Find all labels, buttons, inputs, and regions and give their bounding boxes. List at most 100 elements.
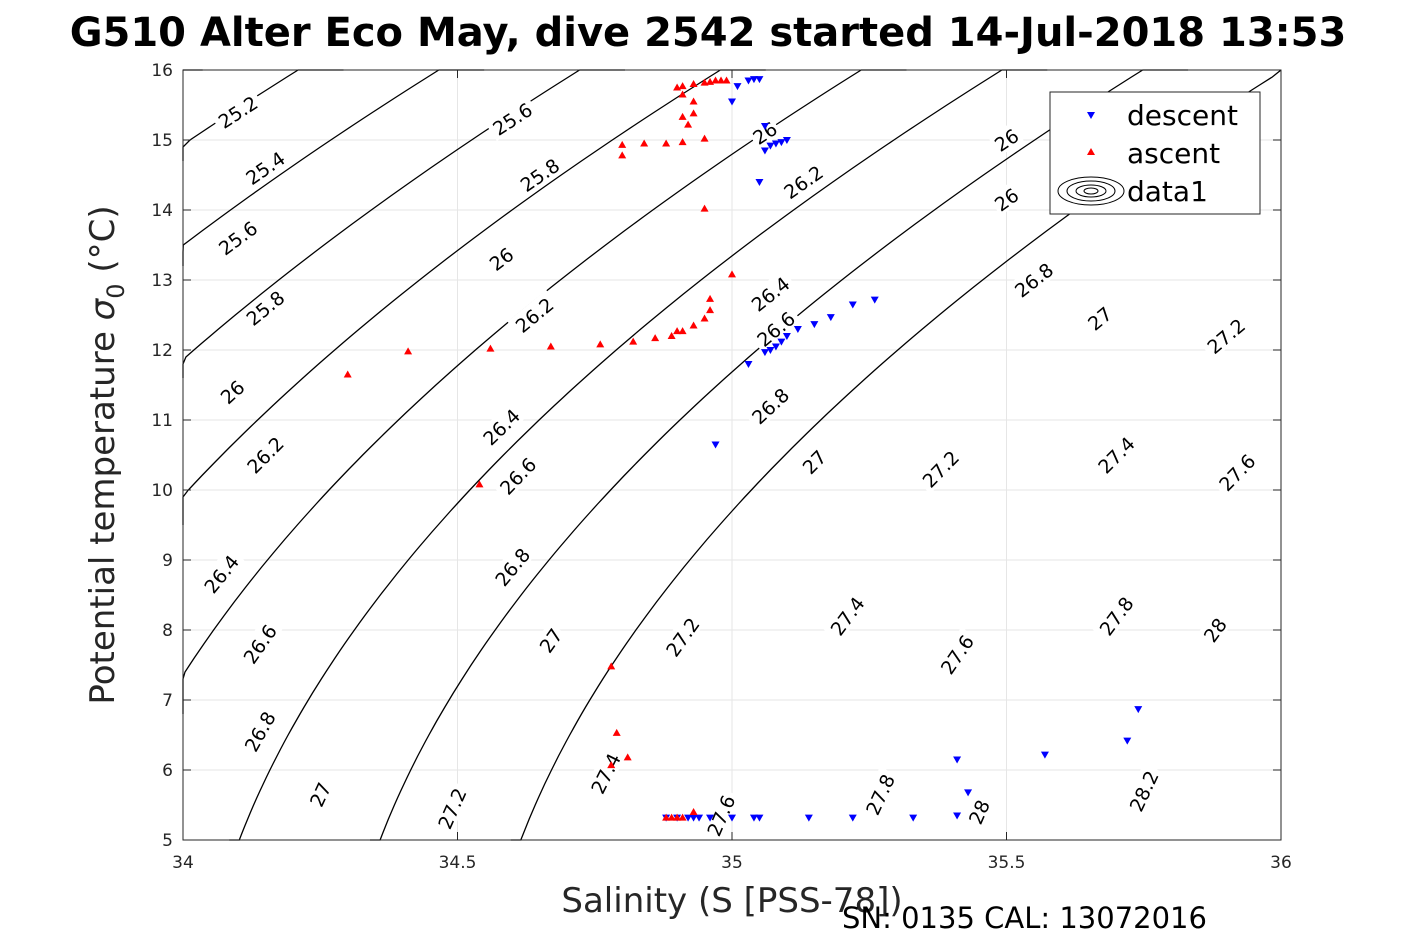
contour-label-halo [239, 428, 291, 480]
data-points [343, 76, 1143, 822]
legend-descent-label: descent [1127, 99, 1238, 132]
ascent-point [700, 204, 709, 212]
descent-point [909, 814, 918, 822]
legend-item-data1: data1 [1057, 175, 1208, 208]
legend-box [1049, 91, 1261, 215]
contour-label-halo [962, 794, 994, 829]
ascent-point [486, 344, 495, 352]
contour-label-halo [507, 289, 561, 339]
contour-label-halo [988, 122, 1024, 157]
descent-point [755, 179, 764, 186]
contour-label-halo [1091, 588, 1140, 643]
ascent-point [689, 97, 698, 105]
contour-label-halo [822, 588, 871, 643]
ascent-point [678, 82, 687, 90]
contour-line [182, 69, 485, 266]
contour-label-halo [1081, 300, 1117, 336]
ascent-point [673, 83, 682, 91]
descent-point [826, 314, 835, 322]
y-tick-label: 9 [162, 551, 173, 571]
descent-point [848, 301, 857, 309]
y-axis-label-subscript: 0 [102, 283, 130, 298]
ascent-point [651, 334, 660, 342]
ascent-point [689, 80, 698, 87]
ascent-point [706, 294, 715, 302]
legend-data1-label: data1 [1127, 175, 1208, 208]
ascent-point [662, 139, 671, 147]
descent-point [953, 756, 962, 764]
ascent-point [404, 347, 413, 355]
legend-descent-marker [1087, 112, 1095, 119]
contour-label-halo [658, 609, 706, 664]
ascent-point [673, 327, 682, 335]
ascent-point [673, 813, 682, 821]
ascent-point [546, 342, 555, 350]
descent-point [728, 98, 736, 106]
contour-label-halo [430, 780, 472, 836]
ascent-point [706, 77, 715, 85]
contour-label-halo [487, 540, 537, 593]
contour-label-halo [700, 787, 741, 843]
axis-ticks: 34 34.5 35 35.5 36 5 6 7 8 9 10 11 12 13 14 15 16 [151, 61, 1291, 873]
ascent-point [678, 327, 687, 335]
ascent-point [722, 76, 731, 84]
footer-serial-calibration: SN: 0135 CAL: 13072016 [842, 901, 1207, 935]
descent-point [953, 812, 962, 820]
ascent-point [689, 109, 698, 117]
y-tick-label: 8 [162, 621, 173, 641]
descent-point [1134, 706, 1143, 714]
contour-label-halo [858, 766, 900, 822]
x-tick-label: 36 [1270, 853, 1292, 873]
x-tick-label: 35.5 [988, 853, 1026, 873]
x-axis-label: Salinity (S [PSS-78]) [561, 881, 902, 921]
x-tick-label: 35 [721, 853, 743, 873]
ascent-point [618, 151, 627, 159]
ascent-point [678, 813, 687, 821]
descent-point [749, 814, 758, 822]
descent-point [744, 361, 753, 368]
descent-point [755, 76, 764, 84]
contour-label-halo [210, 88, 265, 134]
y-axis-label-main: Potential temperature [83, 320, 123, 704]
y-axis-label: Potential temperature σ0 (°C) [83, 205, 130, 704]
ascent-point [678, 112, 687, 120]
contour-label-halo [743, 380, 796, 431]
ascent-point [629, 337, 638, 345]
x-tick-label: 34 [172, 853, 194, 873]
descent-point [733, 83, 742, 91]
contour-label-halo [482, 240, 519, 276]
ascent-point [343, 370, 352, 378]
descent-point [760, 123, 769, 130]
descent-point [760, 147, 769, 155]
ascent-point [717, 76, 726, 84]
ascent-point [706, 306, 715, 314]
contour-label-halo [512, 150, 567, 198]
descent-point [782, 137, 791, 144]
y-tick-label: 10 [151, 481, 173, 501]
descent-point [782, 333, 791, 340]
contour-label-halo [196, 547, 245, 600]
ascent-point [684, 120, 693, 128]
x-tick-label: 34.5 [439, 853, 477, 873]
contour-label-halo [1197, 611, 1232, 648]
y-axis-label-unit: (°C) [83, 205, 123, 283]
ascent-point [623, 753, 632, 761]
contour-label-halo [235, 616, 283, 671]
legend-ascent-marker [1087, 148, 1095, 155]
y-axis-label-sigma: σ [83, 297, 123, 320]
y-tick-label: 15 [151, 131, 173, 151]
contour-label-halo [743, 269, 797, 318]
contour-swatch-icon [1057, 176, 1125, 206]
contour-label-halo [1211, 446, 1262, 498]
contour-label-halo [914, 442, 966, 494]
contour-line [229, 69, 1048, 841]
ascent-point [607, 761, 616, 769]
ascent-point [667, 332, 676, 339]
y-tick-label: 6 [162, 761, 173, 781]
contour-label-halo [746, 115, 783, 150]
descent-point [771, 343, 780, 351]
ascent-point [596, 340, 605, 348]
descent-point [766, 347, 775, 354]
descent-point [804, 814, 813, 822]
descent-point [964, 789, 973, 797]
